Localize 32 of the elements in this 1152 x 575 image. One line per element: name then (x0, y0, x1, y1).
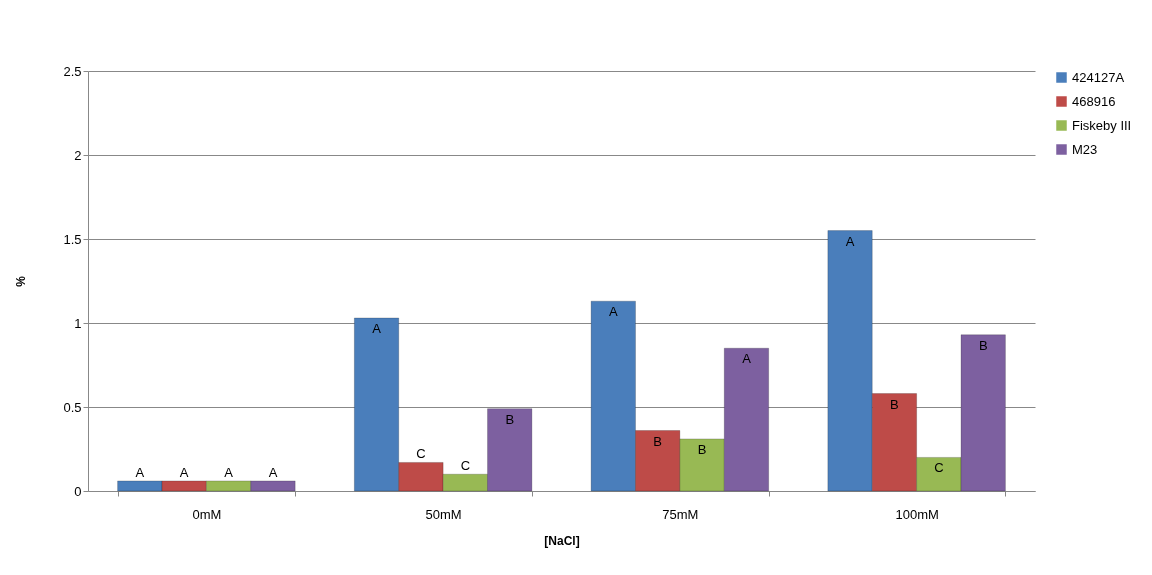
x-axis-title: [NaCl] (544, 533, 580, 548)
x-tick-label: 50mM (425, 506, 462, 522)
y-tick-label: 0 (74, 483, 82, 499)
data-label: A (224, 464, 234, 480)
x-tick-label: 75mM (662, 506, 699, 522)
y-tick-label: 1.5 (63, 231, 82, 247)
x-tick-label: 100mM (895, 506, 939, 522)
data-label: A (845, 233, 855, 249)
data-label: A (742, 351, 752, 367)
y-tick-label: 1 (74, 315, 82, 331)
data-label: A (179, 464, 189, 480)
data-label: A (372, 320, 382, 336)
data-label: C (416, 446, 426, 462)
data-label: B (890, 396, 899, 412)
y-tick-label: 2.5 (63, 63, 82, 79)
data-label: B (697, 441, 707, 457)
data-label: A (608, 304, 618, 320)
data-label: C (934, 460, 944, 476)
y-tick-label: 0.5 (63, 399, 82, 415)
data-label: A (135, 464, 145, 480)
data-label: C (460, 458, 471, 474)
data-label: B (653, 433, 663, 449)
y-axis-title: % (14, 275, 29, 287)
legend-label: Fiskeby III (1072, 117, 1132, 133)
legend-label: 424127A (1072, 69, 1125, 85)
data-label: B (505, 411, 515, 427)
data-label: B (978, 337, 988, 353)
y-tick-label: 2 (74, 147, 82, 163)
x-tick-label: 0mM (192, 506, 222, 522)
legend-label: 468916 (1072, 93, 1116, 109)
data-label: A (268, 464, 278, 480)
legend-label: M23 (1072, 141, 1098, 157)
